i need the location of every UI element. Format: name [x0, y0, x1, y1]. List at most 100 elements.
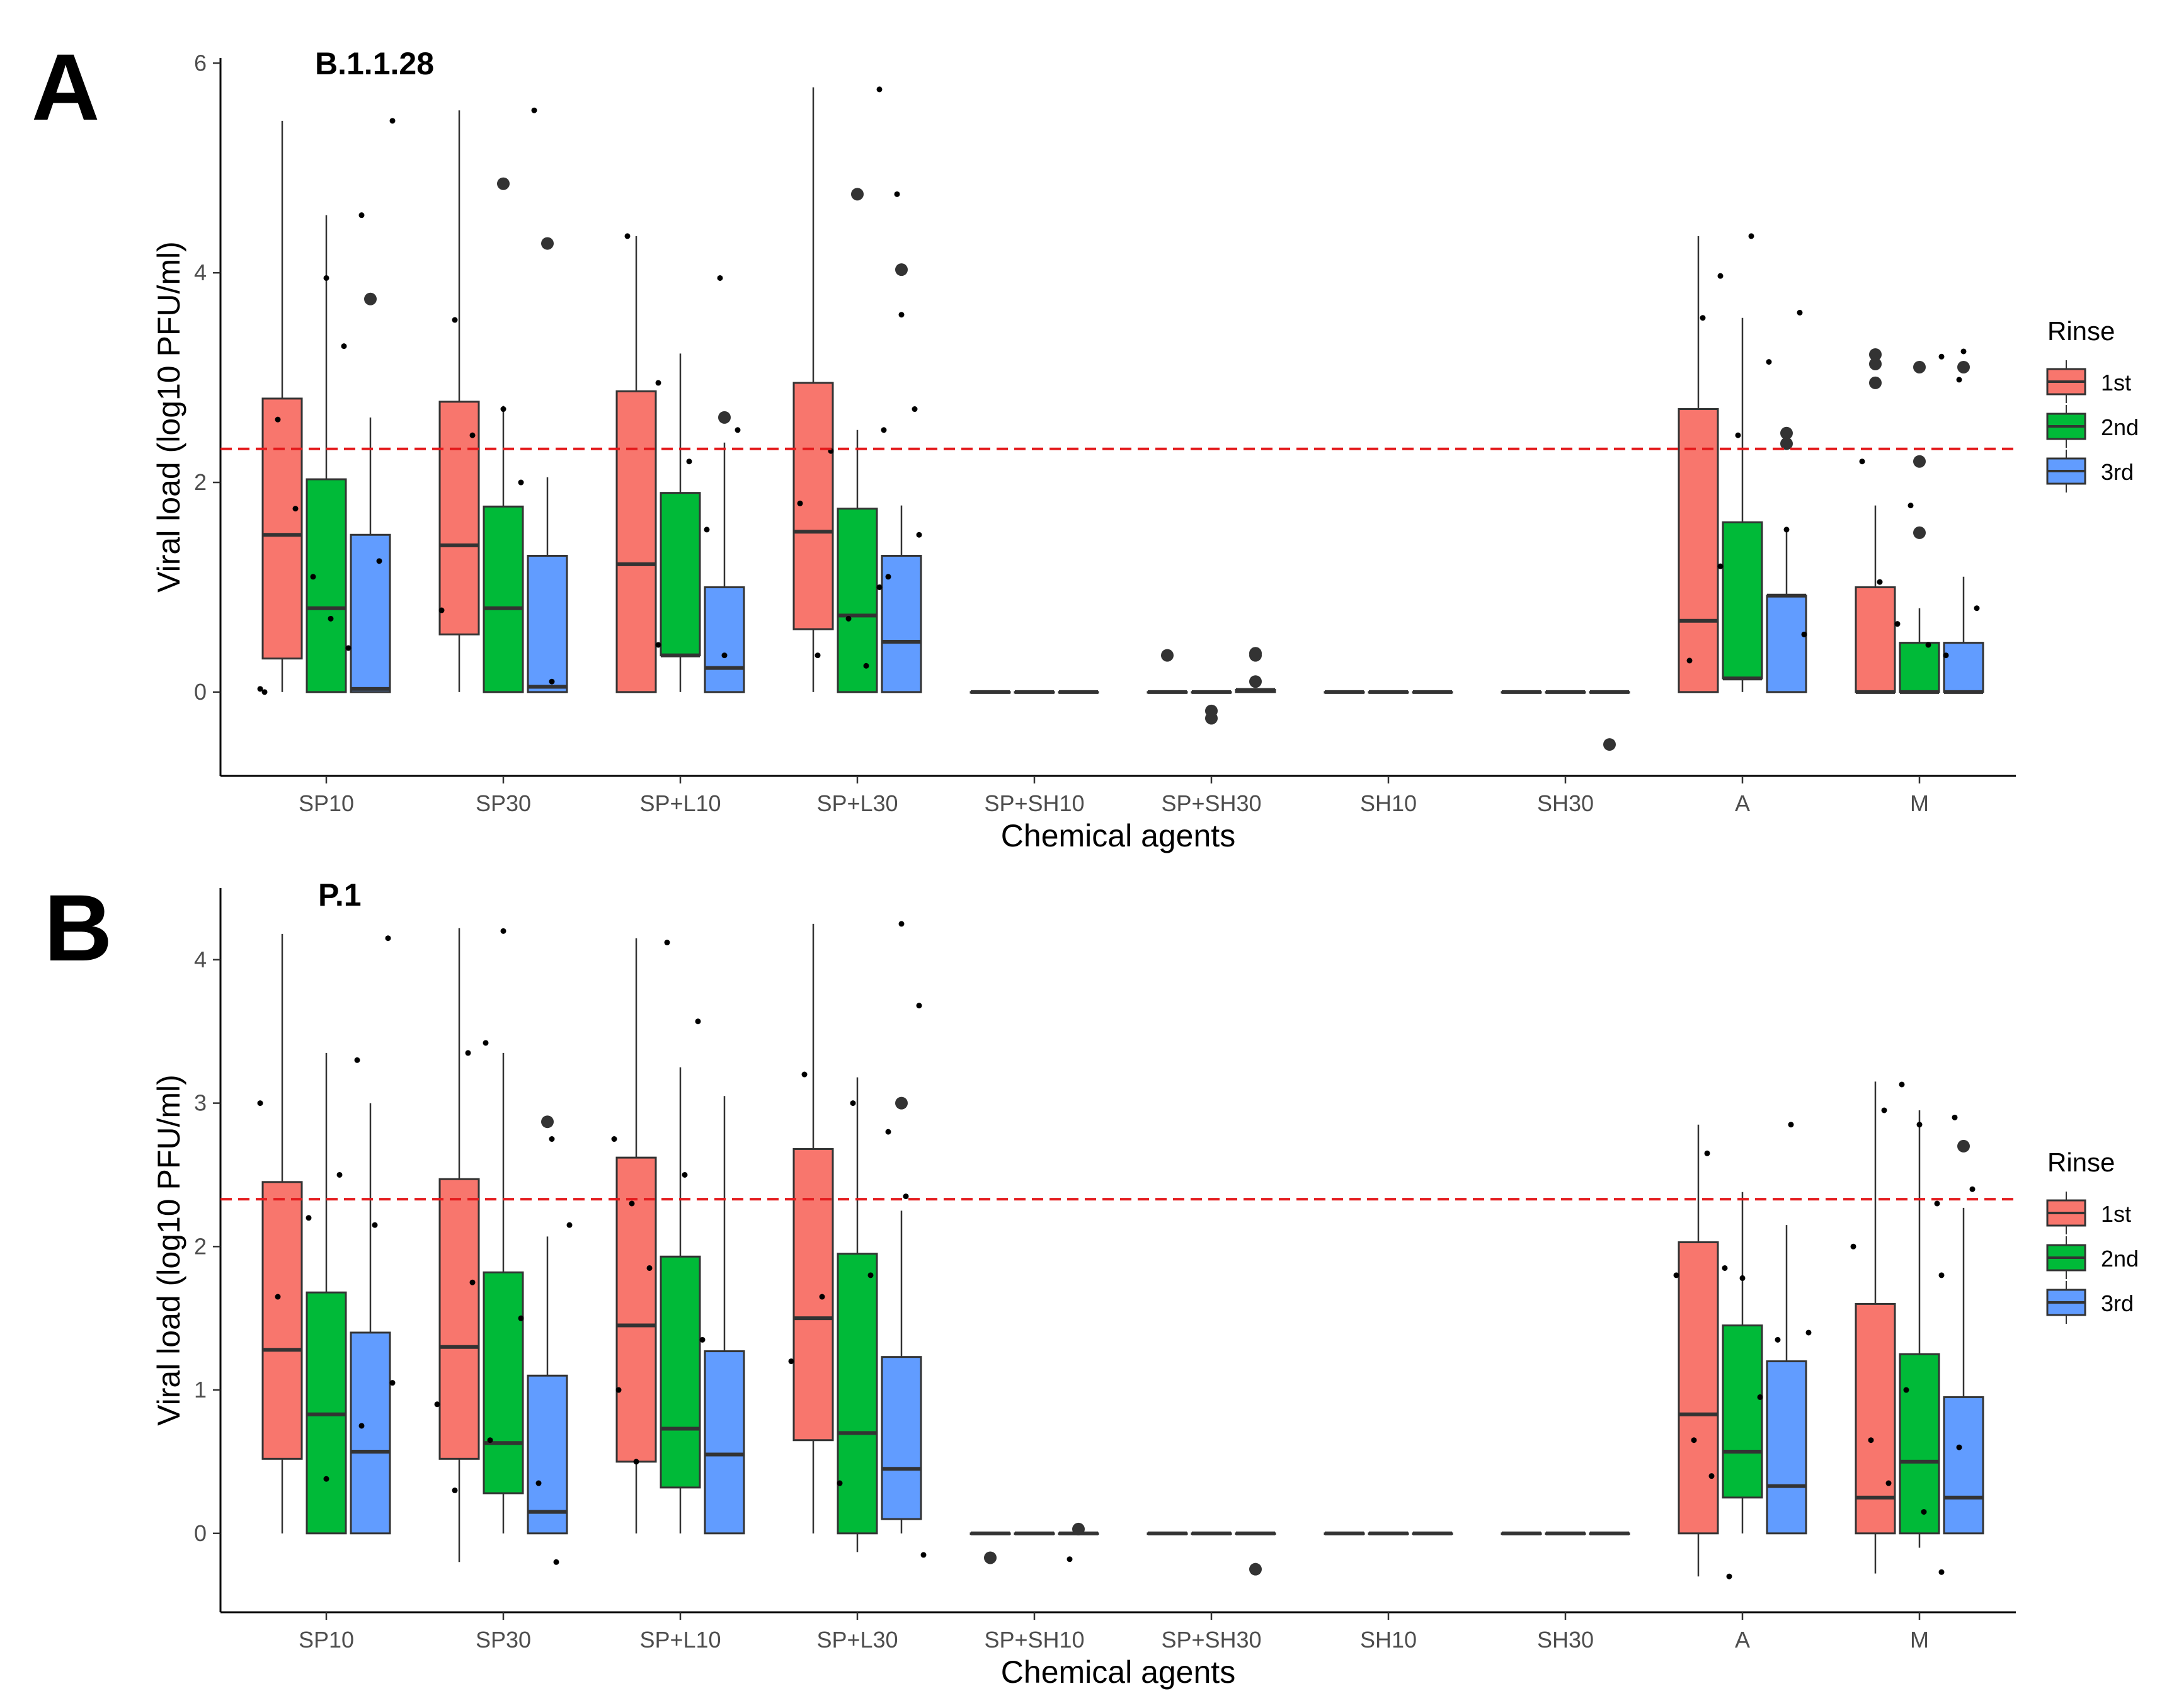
data-point	[518, 1315, 524, 1321]
box-3rd-1	[527, 1236, 568, 1535]
data-point	[801, 1071, 808, 1078]
box-1st-2	[615, 938, 657, 1534]
data-point	[1956, 377, 1962, 383]
data-point	[797, 500, 803, 506]
box-1st-9	[1855, 1081, 1896, 1574]
data-point	[788, 1358, 794, 1364]
data-point	[699, 1336, 706, 1343]
box-body	[1943, 1396, 1984, 1535]
data-point	[1691, 1437, 1697, 1443]
x-axis-title: Chemical agents	[1001, 818, 1235, 853]
box-1st-0	[261, 120, 303, 692]
box-body	[438, 401, 480, 635]
box-1st-5	[1147, 690, 1188, 694]
y-axis-title: Viral load (log10 PFU/ml)	[151, 1074, 186, 1426]
box-body	[1899, 642, 1940, 693]
outlier-point	[895, 1096, 908, 1110]
y-axis-title: Viral load (log10 PFU/ml)	[151, 241, 186, 593]
data-point	[655, 380, 661, 386]
legend-key-2nd	[2046, 405, 2086, 448]
data-point	[535, 1480, 542, 1486]
data-point	[372, 1222, 378, 1228]
outlier-point	[1780, 437, 1793, 450]
data-point	[323, 275, 329, 281]
x-tick-label: SP10	[299, 1627, 354, 1653]
box-1st-6	[1324, 690, 1365, 694]
data-point	[566, 1222, 573, 1228]
data-point	[292, 506, 299, 512]
data-point	[452, 317, 458, 323]
data-point	[646, 1265, 653, 1271]
data-point	[1938, 1272, 1945, 1278]
data-point	[465, 1050, 471, 1056]
outlier-point	[984, 1551, 997, 1564]
box-1st-2	[615, 236, 657, 693]
data-point	[310, 574, 316, 580]
box-body	[483, 1271, 524, 1495]
data-point	[819, 1294, 825, 1300]
data-point	[1907, 503, 1914, 509]
data-point	[686, 458, 692, 465]
data-point	[1974, 605, 1980, 612]
box-3rd-2	[704, 442, 745, 693]
outlier-point	[1913, 360, 1926, 373]
data-point	[1921, 1509, 1927, 1515]
x-tick-label: SP10	[299, 790, 354, 816]
x-tick-label: A	[1735, 790, 1750, 816]
x-tick-label: SP+SH30	[1161, 790, 1261, 816]
x-tick-label: SP+SH10	[984, 1627, 1084, 1653]
data-point	[1788, 1122, 1794, 1128]
box-2nd-1	[483, 1052, 524, 1534]
box-2nd-3	[837, 1077, 878, 1552]
legend-key-1st	[2046, 360, 2086, 403]
data-point	[553, 1559, 559, 1565]
data-point	[438, 607, 445, 613]
data-point	[1704, 1150, 1710, 1156]
data-point	[257, 686, 263, 692]
box-3rd-6	[1412, 690, 1453, 694]
data-point	[655, 642, 661, 648]
data-point	[1739, 1275, 1746, 1281]
panel-title: P.1	[318, 877, 362, 913]
x-tick-label: SP+L30	[816, 790, 898, 816]
box-body	[350, 533, 391, 693]
box-body	[1678, 408, 1719, 693]
x-tick-label: SP30	[476, 790, 531, 816]
box-body	[527, 555, 568, 693]
box-3rd-8	[1766, 529, 1807, 693]
data-point	[1805, 1329, 1812, 1336]
data-point	[1686, 658, 1693, 664]
data-point	[1757, 1394, 1763, 1400]
data-point	[1916, 1122, 1923, 1128]
box-body	[527, 1374, 568, 1535]
box-2nd-4	[1014, 690, 1055, 694]
data-point	[837, 1480, 843, 1486]
box-2nd-9	[1899, 608, 1940, 694]
box-body	[660, 492, 701, 657]
data-point	[1903, 1387, 1909, 1393]
data-point	[323, 1476, 329, 1482]
x-tick-label: SP30	[476, 1627, 531, 1653]
data-point	[1766, 359, 1772, 365]
box-3rd-8	[1766, 1225, 1807, 1535]
box-2nd-2	[660, 353, 701, 692]
box-body	[438, 1178, 480, 1460]
outlier-point	[1249, 675, 1262, 688]
data-point	[1859, 458, 1865, 465]
data-point	[721, 652, 728, 659]
box-3rd-9	[1943, 576, 1984, 694]
x-tick-label: SP+L10	[639, 790, 721, 816]
box-2nd-3	[837, 430, 878, 693]
outlier-point	[1603, 738, 1616, 751]
box-3rd-3	[881, 505, 922, 693]
outlier-point	[497, 177, 510, 190]
data-point	[1952, 1114, 1958, 1120]
box-1st-8	[1678, 1124, 1719, 1577]
y-tick-label: 0	[194, 679, 207, 705]
box-1st-7	[1501, 690, 1542, 694]
data-point	[695, 1018, 701, 1025]
outlier-point	[1072, 1522, 1085, 1535]
box-body	[615, 1156, 657, 1463]
data-point	[898, 312, 905, 318]
y-tick-label: 3	[194, 1090, 207, 1116]
